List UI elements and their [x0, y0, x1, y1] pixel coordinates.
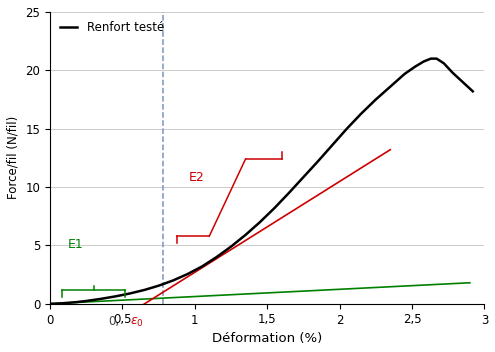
- Text: 0,: 0,: [108, 315, 119, 328]
- Legend: Renfort testé: Renfort testé: [56, 18, 167, 38]
- Text: $\varepsilon_0$: $\varepsilon_0$: [131, 316, 144, 329]
- Text: E1: E1: [67, 238, 83, 251]
- X-axis label: Déformation (%): Déformation (%): [212, 332, 322, 345]
- Text: E2: E2: [189, 171, 205, 184]
- Y-axis label: Force/fil (N/fil): Force/fil (N/fil): [7, 116, 20, 200]
